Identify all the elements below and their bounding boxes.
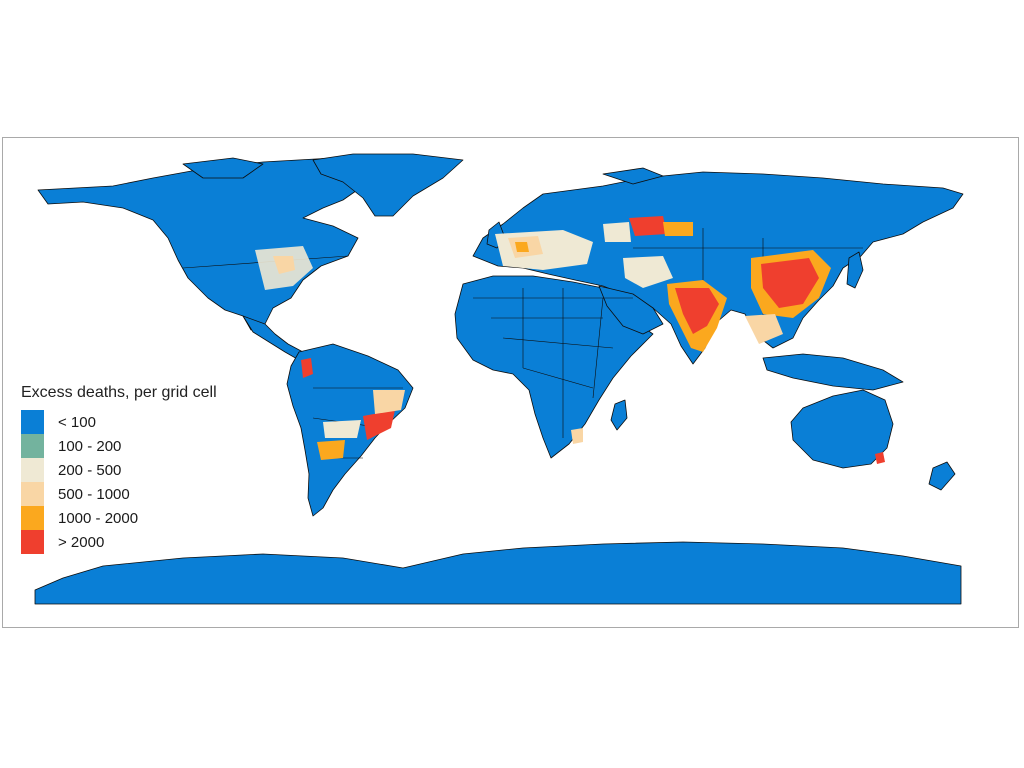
hotspot-russia-3	[603, 222, 631, 242]
southeast-asia-islands	[762, 353, 904, 391]
africa	[454, 275, 654, 459]
hotspot-southeast-asia	[745, 314, 783, 344]
arctic-islands-2	[602, 167, 664, 185]
north-america	[37, 157, 384, 331]
legend-title: Excess deaths, per grid cell	[21, 384, 217, 401]
legend-label: > 2000	[58, 533, 105, 551]
hotspot-russia-2	[663, 222, 693, 236]
legend-label: 1000 - 2000	[58, 509, 139, 527]
legend-swatch	[21, 410, 44, 434]
legend-label: 500 - 1000	[58, 485, 130, 503]
legend-label: 200 - 500	[58, 461, 122, 479]
hotspot-china-2	[761, 258, 819, 308]
legend-label: 100 - 200	[58, 437, 122, 455]
greenland	[312, 153, 464, 217]
hotspot-australia	[875, 452, 885, 464]
hotspot-brazil-coast-2	[373, 390, 405, 414]
hotspot-argentina-2	[323, 420, 361, 438]
hotspot-south-africa	[571, 428, 583, 444]
hotspot-andes	[301, 358, 313, 378]
legend-item: 200 - 500	[21, 458, 301, 482]
hotspot-eastern-us-2	[273, 256, 295, 274]
legend: Excess deaths, per grid cell < 100 100 -…	[21, 384, 301, 554]
legend-item: 1000 - 2000	[21, 506, 301, 530]
hotspot-brazil-coast	[363, 410, 395, 440]
legend-swatch	[21, 506, 44, 530]
arctic-islands	[182, 157, 264, 179]
legend-swatch	[21, 482, 44, 506]
legend-item: < 100	[21, 410, 301, 434]
hotspot-russia	[629, 216, 667, 236]
central-america	[242, 315, 304, 361]
land-masses	[34, 153, 964, 605]
legend-swatch	[21, 458, 44, 482]
hotspot-middle-east	[623, 256, 673, 288]
figure-frame: Excess deaths, per grid cell < 100 100 -…	[2, 137, 1019, 628]
legend-item: > 2000	[21, 530, 301, 554]
antarctica	[34, 541, 962, 605]
hotspot-india-2	[675, 288, 719, 334]
new-zealand	[928, 461, 956, 491]
legend-label: < 100	[58, 413, 96, 431]
madagascar	[610, 399, 628, 431]
legend-swatch	[21, 530, 44, 554]
legend-swatch	[21, 434, 44, 458]
excess-death-hotspots	[255, 216, 885, 464]
legend-item: 500 - 1000	[21, 482, 301, 506]
world-map	[34, 153, 964, 605]
hotspot-argentina	[317, 440, 345, 460]
japan	[846, 251, 864, 289]
hotspot-europe-3	[515, 242, 529, 252]
legend-item: 100 - 200	[21, 434, 301, 458]
